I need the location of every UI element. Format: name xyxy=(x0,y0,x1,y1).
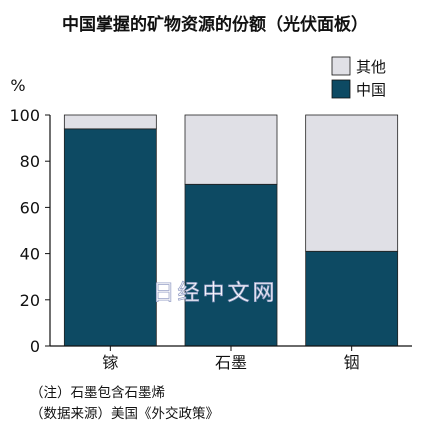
watermark: 日经中文网 xyxy=(152,281,277,306)
legend-swatch-china xyxy=(331,79,351,99)
bars-group xyxy=(63,114,399,347)
bar-other-1 xyxy=(184,114,278,185)
bar-other-0 xyxy=(63,114,157,130)
bar-china-2 xyxy=(305,250,399,347)
axes-group: 镓 石墨 铟 0 20 40 60 80 100 xyxy=(9,106,412,372)
x-tick-label: 铟 xyxy=(344,353,360,372)
y-tick-label: 60 xyxy=(20,198,40,217)
legend-label-china: 中国 xyxy=(356,81,386,99)
x-tick-label: 石墨 xyxy=(215,353,247,372)
y-axis-unit: % xyxy=(10,76,25,95)
bar-china-1 xyxy=(184,183,278,347)
bar-other-2 xyxy=(305,114,399,252)
chart-title: 中国掌握的矿物资源的份额（光伏面板） xyxy=(62,14,368,35)
y-tick-label: 0 xyxy=(30,337,40,356)
note-source: （数据来源）美国《外交政策》 xyxy=(30,405,219,422)
legend: 其他 中国 xyxy=(331,56,386,99)
bar-china-0 xyxy=(63,128,157,347)
y-tick-label: 20 xyxy=(20,291,40,310)
note-graphite: （注）石墨包含石墨烯 xyxy=(30,385,165,401)
y-tick-label: 40 xyxy=(20,245,40,264)
legend-label-other: 其他 xyxy=(356,58,386,76)
x-tick-label: 镓 xyxy=(102,353,118,372)
legend-swatch-other xyxy=(331,56,351,76)
y-tick-label: 80 xyxy=(20,152,40,171)
y-tick-label: 100 xyxy=(9,106,40,125)
